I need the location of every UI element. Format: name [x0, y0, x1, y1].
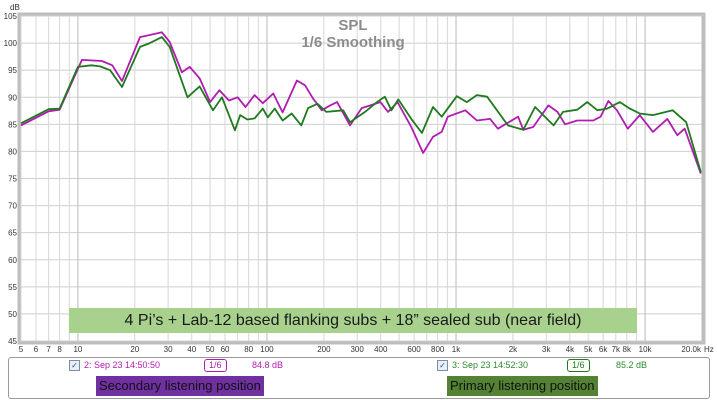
x-tick-label: 7k [612, 345, 621, 354]
x-tick-label: 7 [46, 345, 51, 354]
series-line-primary [20, 36, 702, 173]
x-tick-label: 6 [34, 345, 39, 354]
x-tick-label: 200 [317, 345, 331, 354]
legend-name-secondary: 2: Sep 23 14:50:50 [84, 360, 161, 370]
y-tick-label: 80 [8, 147, 17, 156]
x-tick-label: 20.0k [681, 345, 702, 354]
y-tick-label: 95 [8, 66, 17, 75]
x-tick-label: 300 [350, 345, 364, 354]
y-ticks: 45 50 55 60 65 70 75 80 85 90 95 100 105 [4, 12, 18, 346]
x-tick-label: 800 [431, 345, 445, 354]
legend-item-primary[interactable]: ✓ 3: Sep 23 14:52:30 [437, 360, 528, 371]
x-tick-label: 40 [187, 345, 196, 354]
checkbox-primary[interactable]: ✓ [437, 360, 448, 371]
y-axis-label: dB [10, 3, 20, 12]
y-tick-label: 90 [8, 93, 17, 102]
level-secondary: 84.8 dB [252, 360, 284, 370]
chart-subtitle: 1/6 Smoothing [301, 34, 404, 51]
level-primary: 85.2 dB [616, 360, 648, 370]
x-tick-label: 400 [374, 345, 388, 354]
chart-annotation: 4 Pi’s + Lab-12 based flanking subs + 18… [69, 308, 637, 333]
legend-item-secondary[interactable]: ✓ 2: Sep 23 14:50:50 [69, 360, 160, 371]
label-primary: Primary listening position [447, 376, 598, 396]
y-tick-label: 50 [8, 310, 17, 319]
x-tick-label: 3k [542, 345, 551, 354]
x-tick-label: 600 [407, 345, 421, 354]
label-secondary: Secondary listening position [96, 376, 264, 396]
x-tick-label: 6k [599, 345, 608, 354]
y-tick-label: 55 [8, 283, 17, 292]
smoothing-badge-primary[interactable]: 1/6 [567, 359, 590, 372]
x-tick-label: 10k [639, 345, 653, 354]
series-line-secondary [20, 31, 702, 174]
x-tick-label: 8 [57, 345, 62, 354]
x-tick-label: 60 [221, 345, 230, 354]
x-ticks: 5 6 7 8 10 20 30 40 50 60 80 100 200 300 400 600 800 1k 2k… [19, 345, 702, 354]
x-axis-unit: Hz [704, 345, 714, 354]
x-tick-label: 1k [452, 345, 461, 354]
smoothing-badge-secondary[interactable]: 1/6 [204, 359, 227, 372]
y-tick-label: 105 [4, 12, 18, 21]
legend: ✓ 2: Sep 23 14:50:50 1/6 84.8 dB Seconda… [8, 357, 710, 399]
x-tick-label: 80 [244, 345, 253, 354]
checkbox-secondary[interactable]: ✓ [69, 360, 80, 371]
y-tick-label: 65 [8, 229, 17, 238]
legend-name-primary: 3: Sep 23 14:52:30 [452, 360, 529, 370]
y-tick-label: 75 [8, 175, 17, 184]
x-tick-label: 100 [260, 345, 274, 354]
y-tick-label: 85 [8, 120, 17, 129]
x-tick-label: 20 [130, 345, 139, 354]
y-tick-label: 60 [8, 256, 17, 265]
series-lines [20, 31, 702, 174]
y-tick-label: 45 [8, 337, 17, 346]
x-tick-label: 50 [206, 345, 215, 354]
x-tick-label: 2k [509, 345, 518, 354]
grid [17, 12, 706, 345]
x-tick-label: 5k [584, 345, 593, 354]
x-tick-label: 5 [19, 345, 24, 354]
x-tick-label: 4k [566, 345, 575, 354]
x-tick-label: 8k [623, 345, 632, 354]
chart-title: SPL [338, 17, 367, 34]
y-tick-label: 70 [8, 202, 17, 211]
x-tick-label: 10 [73, 345, 82, 354]
x-tick-label: 30 [164, 345, 173, 354]
y-tick-label: 100 [4, 39, 18, 48]
